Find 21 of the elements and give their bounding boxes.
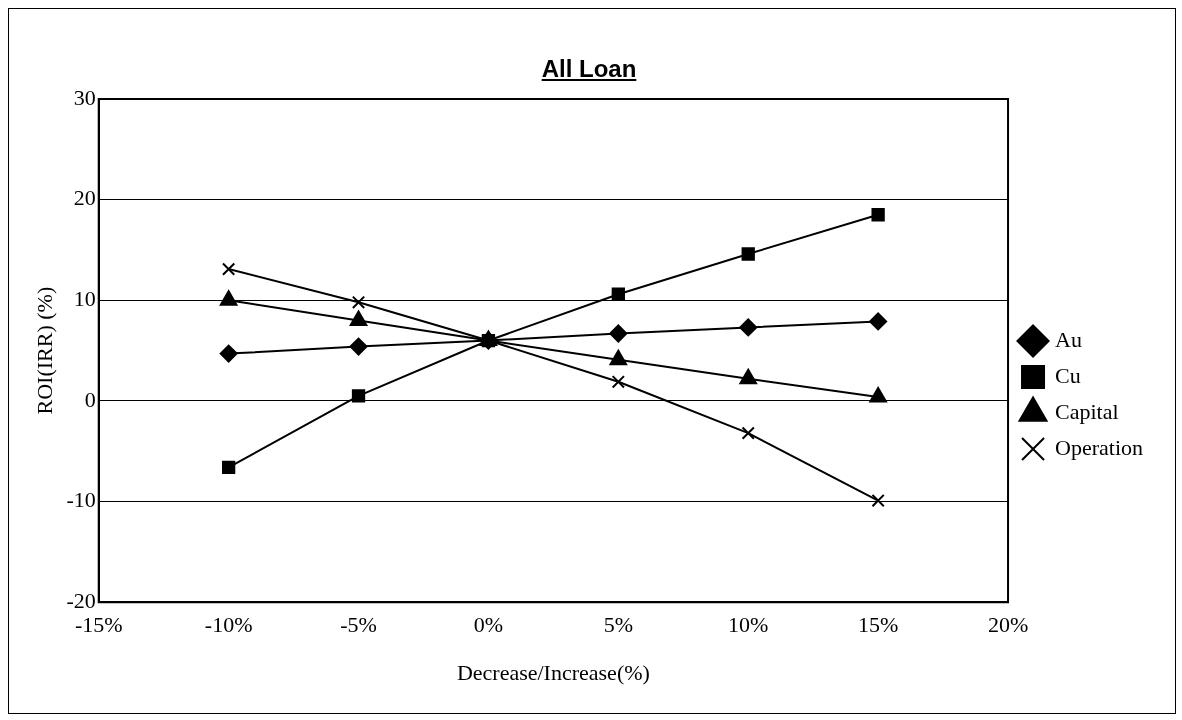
y-tick-label: -20	[66, 587, 96, 613]
legend-label: Cu	[1055, 362, 1081, 388]
x-tick-label: 5%	[603, 612, 633, 638]
y-tick-label: -10	[66, 487, 96, 513]
x-tick-label: 15%	[857, 612, 899, 638]
x-tick-label: -15%	[74, 612, 123, 638]
legend-label: Capital	[1055, 398, 1119, 424]
x-tick-label: -5%	[340, 612, 377, 638]
legend-label: Operation	[1055, 434, 1143, 460]
chart-title: All Loan	[540, 55, 638, 83]
x-tick-label: 10%	[728, 612, 769, 638]
x-tick-label: 0%	[473, 612, 504, 638]
legend-label: Au	[1055, 326, 1082, 352]
y-axis-title: ROI(IRR) (%)	[31, 286, 57, 415]
y-tick-label: 30	[73, 84, 96, 110]
x-tick-label: -10%	[204, 612, 253, 638]
x-axis-title: Decrease/Increase(%)	[456, 659, 650, 685]
y-tick-label: 0	[84, 386, 96, 412]
x-tick-label: 20%	[987, 612, 1029, 638]
y-tick-label: 10	[73, 286, 96, 312]
y-tick-label: 20	[73, 185, 96, 211]
